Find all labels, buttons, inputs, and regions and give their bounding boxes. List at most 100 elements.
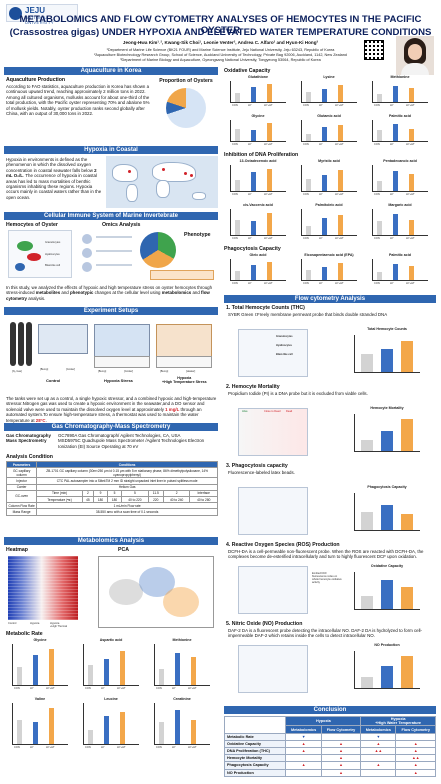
mini-chart: Glutamic acid CON HY HY+HT — [295, 114, 363, 150]
conclusion-cell: ▼ — [360, 732, 397, 741]
bar — [322, 217, 327, 235]
heatmap-group-hyht: Hypoxia +High Thermal — [50, 622, 68, 628]
x-tick-label: HY — [101, 687, 105, 690]
x-tick-label: HY — [319, 143, 323, 146]
flow-cytometry-plot — [238, 566, 308, 614]
tank-label-4: [Cooler] — [124, 370, 134, 373]
mini-chart: Glutathione CON HY HY+HT — [224, 75, 292, 111]
analysis-condition-heading: Analysis Condition — [6, 454, 53, 460]
flow-cytometry-plot — [238, 329, 308, 377]
bar — [306, 92, 311, 102]
mini-chart-title: Methionine — [390, 75, 410, 79]
x-tick-label: CON — [374, 282, 380, 285]
conclusion-cell: ▲▲ — [360, 746, 397, 756]
bar — [322, 127, 327, 141]
subcol-flow-1: Flow Cytometry — [320, 725, 362, 734]
bar — [377, 221, 382, 235]
x-tick-label: HY — [248, 104, 252, 107]
mini-chart: 13-Octadecenoic acid CON HY HY+HT — [224, 159, 292, 200]
bar — [381, 666, 393, 688]
conclusion-cell — [285, 768, 322, 777]
x-tick-label: CON — [303, 193, 309, 196]
metabolic-rate-heading: Metabolic Rate — [6, 631, 43, 637]
section-metabolomics: Metabolomics Analysis — [4, 537, 218, 545]
conclusion-row: Metabolic Rate ▼ ▼ — [223, 732, 436, 741]
mini-chart-title: Eicosapentaenoic acid (EPA) — [304, 253, 354, 257]
bar — [401, 418, 413, 451]
dna-proliferation-charts: 13-Octadecenoic acid CON HY HY+HT Myristic a… — [224, 159, 436, 245]
bar — [235, 220, 240, 235]
x-tick-label: HY+HT — [335, 143, 344, 146]
oxidative-capacity-charts: Glutathione CON HY HY+HT Lysine CON HY HY+HT Met… — [224, 75, 436, 151]
bar — [267, 84, 272, 102]
flow-chart-title: Oxidative Capacity — [370, 564, 404, 568]
x-tick-label: HY+HT — [406, 282, 415, 285]
x-tick-label: HY+HT — [188, 687, 197, 690]
bar — [235, 93, 240, 102]
author-photo — [396, 36, 434, 76]
mini-chart: Palmitoleic acid CON HY HY+HT — [295, 203, 363, 244]
pie-title: Proportion of Oysters — [159, 78, 213, 84]
section-aquaculture: Aquaculture in Korea — [4, 67, 218, 75]
mini-chart: cis-Vaccenic acid CON HY HY+HT — [224, 203, 292, 244]
mini-chart: Myristic acid CON HY HY+HT — [295, 159, 363, 200]
flow-cytometry-plot — [238, 487, 308, 535]
conclusion-row: Oxidative Capacity ▲ ▲ ▲ ▲ — [223, 739, 436, 748]
tank-label-5: [Bump] — [160, 370, 169, 373]
flow-chart-title: Phagocytosis Capacity — [367, 485, 407, 489]
x-tick-label: HY+HT — [406, 104, 415, 107]
bar — [361, 596, 373, 609]
mini-chart-title: Palmitoleic acid — [315, 203, 343, 207]
conclusion-cell: ▲ — [320, 768, 362, 777]
gate-label: Granulocytes — [276, 335, 293, 338]
university-logo: JEJU NATIONAL UNIVERSITY — [6, 4, 78, 25]
conclusion-cell: ▲▲ — [395, 754, 436, 763]
x-tick-label: CON — [232, 237, 238, 240]
bar — [409, 173, 414, 191]
x-tick-label: HY+HT — [406, 237, 415, 240]
mini-chart-title: Glycine — [33, 638, 47, 642]
tank-label-1: [Bump] — [40, 368, 49, 371]
bar — [377, 272, 382, 280]
bar — [159, 722, 164, 744]
aquaculture-text: According to FAO statistics, aquaculture… — [6, 84, 150, 117]
x-tick-label: HY — [319, 237, 323, 240]
mini-chart: Margaric acid CON HY HY+HT — [366, 203, 434, 244]
omics-heading: Omics Analysis — [102, 222, 141, 228]
metabolic-rate-charts: Glycine CON HY HY+HT Aspartic acid CON HY HY+HT… — [6, 638, 218, 754]
section-hypoxia: Hypoxia in Coastal — [4, 146, 218, 154]
x-tick-label: HY+HT — [335, 104, 344, 107]
x-tick-label: HY — [319, 104, 323, 107]
mini-chart-title: Margaric acid — [388, 203, 412, 207]
group-hypoxia: Hypoxia Stress — [104, 378, 133, 383]
author-list: Jeong-Hwa Kim¹˒², Kwang-Sik Choi¹, Leoni… — [122, 40, 319, 45]
mini-chart: Valine CON HY HY+HT — [6, 697, 74, 753]
flow-item-heading: 3. Phagocytosis capacity — [226, 463, 288, 469]
mini-chart: Oleic acid CON HY HY+HT — [224, 253, 292, 289]
affiliation-3: ³Department of Marine Biology and Aquacu… — [120, 58, 321, 63]
experiment-setup-diagram: [N₂ Gas] [Bump] [Cooler] [Bump] [Cooler]… — [6, 318, 216, 392]
bar — [49, 708, 54, 744]
poster-title-line2: (Crassostrea gigas) UNDER HYPOXIA AND EL… — [9, 27, 432, 38]
subcol-metab-1: Metabolomics — [285, 725, 322, 734]
x-tick-label: HY — [319, 282, 323, 285]
bar — [377, 94, 382, 102]
world-hypoxia-map — [106, 156, 218, 208]
heatmap-group-control: Control — [8, 622, 17, 625]
x-tick-label: CON — [232, 104, 238, 107]
tank-label-3: [Bump] — [98, 370, 107, 373]
conclusion-cell: ▲ — [395, 746, 436, 756]
bar — [338, 169, 343, 191]
x-tick-label: HY+HT — [335, 282, 344, 285]
mini-chart: Palmitic acid CON HY HY+HT — [366, 253, 434, 289]
heatmap-title: Heatmap — [6, 547, 28, 553]
logo-subtext: NATIONAL UNIVERSITY — [25, 15, 55, 25]
x-tick-label: HY — [30, 687, 34, 690]
bar — [338, 85, 343, 102]
bar — [175, 653, 180, 685]
conclusion-cell: ▲ — [320, 754, 362, 763]
subcol-metab-2: Metabolomics — [360, 725, 397, 734]
flow-bar-chart — [354, 651, 420, 689]
dna-heading: Inhibition of DNA Proliferation — [224, 152, 299, 158]
conclusion-cell: ▲ — [395, 761, 436, 770]
